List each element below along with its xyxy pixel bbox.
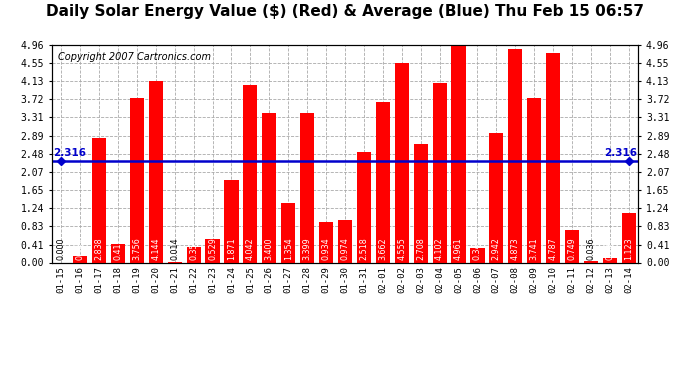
Bar xyxy=(376,102,390,262)
Text: 4.787: 4.787 xyxy=(549,238,558,260)
Text: 4.102: 4.102 xyxy=(435,238,444,260)
Bar xyxy=(92,138,106,262)
Text: 01-26: 01-26 xyxy=(265,266,274,293)
Text: 2.838: 2.838 xyxy=(95,238,103,260)
Text: 1.871: 1.871 xyxy=(227,238,236,260)
Text: 0.934: 0.934 xyxy=(322,238,331,260)
Text: 2.316: 2.316 xyxy=(52,148,86,158)
Bar xyxy=(206,239,219,262)
Text: 02-05: 02-05 xyxy=(454,266,463,293)
Text: 02-12: 02-12 xyxy=(586,266,595,293)
Text: 01-21: 01-21 xyxy=(170,266,179,293)
Bar xyxy=(262,113,277,262)
Bar xyxy=(149,81,163,262)
Text: 3.662: 3.662 xyxy=(378,238,387,260)
Bar xyxy=(565,230,579,262)
Text: 01-15: 01-15 xyxy=(57,266,66,293)
Text: 02-10: 02-10 xyxy=(549,266,558,293)
Text: 02-03: 02-03 xyxy=(416,266,425,293)
Bar xyxy=(527,99,541,262)
Text: 0.412: 0.412 xyxy=(113,238,122,260)
Bar xyxy=(603,258,617,262)
Bar xyxy=(584,261,598,262)
Text: 2.316: 2.316 xyxy=(604,148,638,158)
Text: 02-14: 02-14 xyxy=(624,266,633,293)
Text: 2.708: 2.708 xyxy=(416,238,425,260)
Text: 01-18: 01-18 xyxy=(113,266,122,293)
Text: 0.749: 0.749 xyxy=(568,238,577,260)
Text: 2.518: 2.518 xyxy=(359,238,368,260)
Text: 3.399: 3.399 xyxy=(303,238,312,260)
Bar xyxy=(300,114,314,262)
Text: 1.354: 1.354 xyxy=(284,238,293,260)
Text: 01-23: 01-23 xyxy=(208,266,217,293)
Bar xyxy=(395,63,409,262)
Text: 02-04: 02-04 xyxy=(435,266,444,293)
Text: 0.036: 0.036 xyxy=(586,238,595,260)
Bar xyxy=(244,85,257,262)
Text: 01-19: 01-19 xyxy=(132,266,141,293)
Text: 02-02: 02-02 xyxy=(397,266,406,293)
Text: 01-30: 01-30 xyxy=(340,266,350,293)
Text: Copyright 2007 Cartronics.com: Copyright 2007 Cartronics.com xyxy=(58,51,210,62)
Bar xyxy=(319,222,333,262)
Text: 3.756: 3.756 xyxy=(132,238,141,260)
Text: 02-07: 02-07 xyxy=(492,266,501,293)
Bar xyxy=(130,98,144,262)
Text: 01-16: 01-16 xyxy=(76,266,85,293)
Bar xyxy=(546,53,560,262)
Text: 4.961: 4.961 xyxy=(454,238,463,260)
Text: 02-09: 02-09 xyxy=(530,266,539,293)
Text: 02-06: 02-06 xyxy=(473,266,482,293)
Text: 3.741: 3.741 xyxy=(530,238,539,260)
Bar xyxy=(357,152,371,262)
Bar xyxy=(508,49,522,262)
Bar xyxy=(413,144,428,262)
Bar xyxy=(433,82,446,262)
Text: 4.555: 4.555 xyxy=(397,237,406,260)
Text: 02-13: 02-13 xyxy=(605,266,614,293)
Text: 4.042: 4.042 xyxy=(246,238,255,260)
Text: 0.351: 0.351 xyxy=(189,238,198,260)
Text: 02-08: 02-08 xyxy=(511,266,520,293)
Bar xyxy=(281,203,295,262)
Text: 4.873: 4.873 xyxy=(511,238,520,260)
Text: 4.144: 4.144 xyxy=(151,238,160,260)
Text: Daily Solar Energy Value ($) (Red) & Average (Blue) Thu Feb 15 06:57: Daily Solar Energy Value ($) (Red) & Ave… xyxy=(46,4,644,19)
Text: 3.400: 3.400 xyxy=(265,238,274,260)
Text: 0.342: 0.342 xyxy=(473,238,482,260)
Bar xyxy=(451,45,466,262)
Bar xyxy=(224,180,239,262)
Bar xyxy=(622,213,636,262)
Text: 01-29: 01-29 xyxy=(322,266,331,293)
Bar xyxy=(73,256,87,262)
Text: 01-25: 01-25 xyxy=(246,266,255,293)
Text: 01-20: 01-20 xyxy=(151,266,160,293)
Text: 0.529: 0.529 xyxy=(208,237,217,260)
Bar xyxy=(111,244,125,262)
Text: 0.014: 0.014 xyxy=(170,238,179,260)
Text: 2.942: 2.942 xyxy=(492,237,501,260)
Text: 0.000: 0.000 xyxy=(57,238,66,260)
Text: 01-27: 01-27 xyxy=(284,266,293,293)
Text: 02-11: 02-11 xyxy=(568,266,577,293)
Text: 1.123: 1.123 xyxy=(624,238,633,260)
Text: 01-31: 01-31 xyxy=(359,266,368,293)
Text: 0.143: 0.143 xyxy=(76,238,85,260)
Bar xyxy=(338,220,352,262)
Text: 02-01: 02-01 xyxy=(378,266,387,293)
Text: 0.974: 0.974 xyxy=(340,238,350,260)
Text: 01-24: 01-24 xyxy=(227,266,236,293)
Bar xyxy=(471,248,484,262)
Text: 0.105: 0.105 xyxy=(605,238,614,260)
Bar xyxy=(489,134,504,262)
Text: 01-17: 01-17 xyxy=(95,266,103,293)
Bar xyxy=(186,247,201,262)
Text: 01-28: 01-28 xyxy=(303,266,312,293)
Text: 01-22: 01-22 xyxy=(189,266,198,293)
